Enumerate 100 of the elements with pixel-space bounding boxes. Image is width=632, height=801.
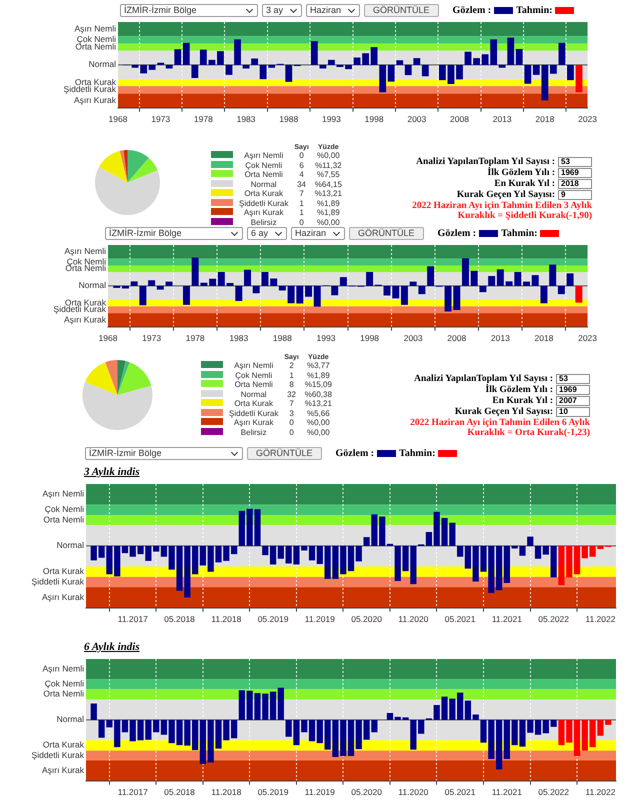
band-label: Şiddetli Kurak (64, 84, 117, 94)
x-tick-label: 2008 (450, 114, 470, 124)
x-tick-label: 11.2021 (492, 614, 522, 624)
data-label: %15,09 (304, 380, 333, 390)
band-label: Aşırı Kurak (42, 764, 85, 775)
dropdown: 6 ay (247, 227, 288, 240)
legend-label: Gözlem : (438, 228, 476, 239)
bar (516, 48, 523, 65)
band-label: Çok Nemli (66, 256, 106, 266)
x-tick-label: 2018 (534, 333, 554, 344)
text: 1 (288, 370, 295, 380)
bar (235, 286, 242, 301)
bar (226, 64, 232, 75)
text: 2022 Haziran Ayı için Tahmin Edilen 3 Aylık Kuraklık = Şiddetli Kurak(-1,90) (411, 201, 592, 221)
text: 2022 Haziran Ayı için Tahmin Edilen 6 Aylık Kuraklık = Orta Kurak(-1,23) (409, 418, 590, 438)
text: 34 (296, 180, 308, 189)
band-label: Şiddetli Kurak (32, 576, 85, 586)
bar (479, 286, 486, 292)
bar (366, 272, 374, 286)
bar (191, 64, 198, 78)
bar (524, 64, 532, 84)
legend-label: Aşırı Kurak (242, 208, 284, 218)
bar (242, 64, 250, 68)
x-tick-label: 05.2020 (351, 614, 382, 624)
text: 32 (286, 390, 298, 399)
band-label: Aşırı Kurak (42, 592, 85, 602)
dropdown: Haziran (291, 227, 346, 240)
bar (285, 64, 292, 82)
x-tick-label: 05.2020 (351, 787, 382, 798)
data-label: %5,66 (306, 408, 331, 418)
data-label: %11,32 (314, 160, 343, 170)
bar (410, 282, 417, 286)
bar (319, 64, 326, 68)
legend-label: Şiddetli Kurak (228, 408, 280, 418)
text-field: 53 (556, 374, 590, 384)
text: Kurak Geçen Yıl Sayısı: (456, 190, 555, 200)
x-tick-label: 1993 (316, 333, 336, 344)
bar (413, 58, 420, 65)
x-tick-label: 11.2017 (118, 614, 148, 624)
band-label: Normal (56, 540, 84, 550)
text-field: 1969 (556, 385, 590, 395)
x-tick-label: 2023 (578, 114, 598, 124)
x-tick-label: 1983 (236, 114, 256, 124)
legend-label: Tahmin: (399, 448, 436, 459)
bar (182, 286, 190, 305)
button: GÖRÜNTÜLE (349, 227, 424, 240)
legend-label: Aşırı Nemli (243, 151, 284, 160)
bar (379, 64, 386, 92)
band-label: Orta Kurak (74, 76, 117, 87)
bar (575, 286, 582, 303)
x-tick-label: 11.2020 (398, 614, 429, 624)
bar (396, 60, 404, 65)
x-tick-label: 05.2019 (258, 787, 289, 798)
text: 7 (288, 399, 295, 408)
band-label: Aşırı Nemli (42, 663, 84, 674)
x-tick-label: 11.2018 (211, 614, 242, 624)
data-label: %1,89 (306, 370, 331, 380)
dropdown: 3 ay (262, 4, 302, 17)
bar (156, 286, 164, 290)
bar (310, 41, 318, 65)
legend-label: Orta Nemli (244, 170, 284, 180)
text: 0 (298, 218, 305, 227)
x-tick-label: 1973 (142, 333, 162, 344)
text: 0 (298, 151, 305, 160)
legend-label: Aşırı Kurak (232, 418, 274, 428)
bar (566, 273, 574, 286)
x-tick-label: 05.2021 (444, 614, 476, 624)
x-tick-label: 05.2019 (258, 614, 289, 624)
legend-label: Tahmin: (516, 5, 552, 16)
data-label: %13,21 (314, 189, 343, 198)
bar (174, 49, 182, 65)
x-tick-label: 2013 (492, 114, 512, 124)
x-tick-label: 2003 (407, 114, 427, 124)
bar (388, 64, 395, 82)
bar (532, 64, 540, 75)
bar (363, 537, 370, 546)
bar (192, 257, 199, 286)
bar (244, 270, 251, 286)
x-tick-label: 11.2021 (492, 787, 522, 798)
bar (453, 286, 460, 310)
text: 8 (288, 380, 295, 390)
bar (166, 282, 173, 286)
x-tick-label: 2018 (535, 114, 555, 124)
x-tick-label: 11.2019 (304, 787, 336, 798)
bar (98, 720, 105, 738)
bar (576, 64, 582, 92)
x-tick-label: 1973 (151, 114, 170, 124)
bar (328, 60, 335, 65)
bar (139, 286, 146, 306)
dropdown: Haziran (306, 4, 360, 17)
bar (400, 286, 408, 305)
legend-label: Orta Kurak (233, 399, 274, 408)
legend-label: Gözlem : (452, 5, 492, 16)
text: Analizi YapılanToplam Yıl Sayısı : (414, 374, 553, 384)
x-tick-label: 2003 (404, 333, 423, 344)
text: En Kurak Yıl : (494, 179, 555, 189)
text-field: 10 (556, 407, 590, 417)
x-tick-label: 05.2022 (538, 614, 570, 624)
text-field: 1969 (558, 168, 592, 178)
bar (527, 536, 534, 546)
